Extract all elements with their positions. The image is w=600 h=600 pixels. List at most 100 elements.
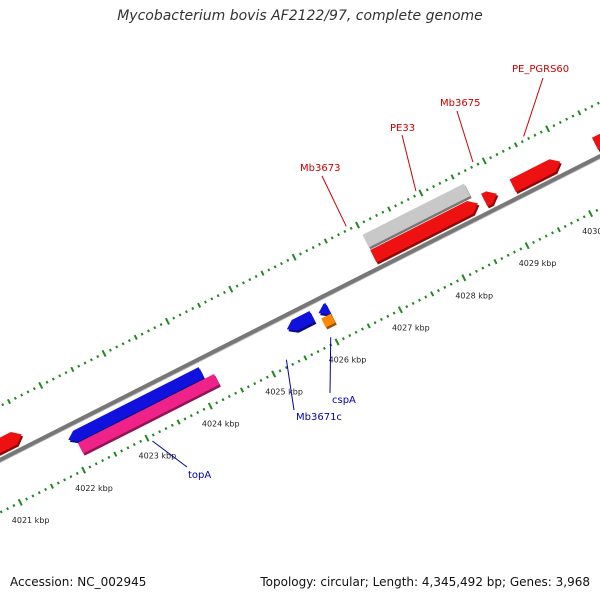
gene-label-leader bbox=[523, 77, 544, 137]
inner-tick-mark bbox=[493, 259, 498, 265]
outer-tick-mark bbox=[64, 371, 68, 375]
inner-tick-mark bbox=[94, 462, 98, 466]
scale-tick-label: 4023 kbp bbox=[139, 452, 177, 461]
outer-tick-mark bbox=[343, 229, 347, 234]
gene-feature bbox=[370, 200, 478, 263]
gene-feature bbox=[321, 313, 336, 328]
outer-tick-mark bbox=[577, 110, 582, 116]
gene-label: Mb3671c bbox=[296, 412, 342, 423]
outer-tick-mark bbox=[444, 178, 448, 182]
gene-feature bbox=[0, 431, 22, 454]
outer-tick-mark bbox=[89, 358, 93, 362]
outer-tick-mark bbox=[418, 189, 424, 197]
gene-label: Mb3673 bbox=[300, 163, 340, 174]
inner-tick-mark bbox=[196, 410, 200, 415]
gene-label-leader bbox=[329, 337, 332, 394]
inner-tick-mark bbox=[132, 442, 136, 447]
outer-tick-mark bbox=[248, 278, 252, 282]
outer-tick-mark bbox=[527, 136, 531, 141]
outer-tick-mark bbox=[140, 332, 144, 336]
scale-tick-label: 4029 kbp bbox=[519, 259, 557, 268]
outer-tick-mark bbox=[191, 306, 195, 311]
outer-tick-mark bbox=[400, 201, 404, 205]
scale-tick-label: 4024 kbp bbox=[202, 420, 240, 429]
outer-tick-mark bbox=[210, 297, 214, 301]
inner-tick-mark bbox=[6, 507, 10, 511]
outer-tick-mark bbox=[121, 342, 125, 346]
outer-tick-mark bbox=[223, 290, 226, 295]
gene-label: PE_PGRS60 bbox=[512, 64, 569, 75]
outer-tick-mark bbox=[457, 172, 461, 176]
scale-tick-label: 4030 kbp bbox=[582, 227, 600, 236]
inner-tick-mark bbox=[221, 398, 225, 402]
outer-tick-mark bbox=[172, 316, 176, 320]
outer-tick-mark bbox=[425, 188, 429, 192]
inner-tick-mark bbox=[582, 215, 586, 219]
inner-tick-mark bbox=[189, 414, 193, 418]
inner-tick-mark bbox=[341, 337, 345, 341]
inner-tick-mark bbox=[556, 226, 561, 233]
outer-tick-mark bbox=[381, 210, 385, 214]
genome-backbone bbox=[0, 153, 600, 463]
gene-feature bbox=[362, 183, 471, 248]
inner-tick-mark bbox=[322, 346, 326, 350]
outer-tick-mark bbox=[242, 281, 245, 285]
outer-tick-mark bbox=[108, 348, 112, 352]
outer-tick-mark bbox=[508, 146, 512, 150]
inner-tick-mark bbox=[139, 439, 143, 443]
inner-tick-mark bbox=[334, 338, 340, 346]
scale-tick-label: 4022 kbp bbox=[75, 484, 113, 493]
inner-tick-mark bbox=[49, 483, 54, 489]
gene-feature bbox=[77, 373, 220, 454]
inner-tick-mark bbox=[373, 321, 377, 325]
inner-tick-mark bbox=[417, 298, 421, 302]
inner-tick-mark bbox=[588, 210, 594, 218]
inner-tick-mark bbox=[107, 455, 111, 459]
outer-tick-mark bbox=[235, 284, 239, 288]
inner-tick-mark bbox=[63, 478, 67, 482]
inner-tick-mark bbox=[487, 263, 491, 267]
outer-tick-mark bbox=[533, 133, 537, 137]
gene-feature bbox=[286, 311, 315, 331]
scale-tick-label: 4026 kbp bbox=[329, 355, 367, 364]
outer-tick-mark bbox=[267, 268, 271, 272]
outer-tick-mark bbox=[481, 157, 487, 165]
outer-tick-mark bbox=[101, 349, 107, 357]
inner-tick-mark bbox=[176, 419, 181, 425]
outer-tick-mark bbox=[355, 221, 361, 229]
inner-tick-mark bbox=[449, 282, 453, 286]
outer-tick-mark bbox=[489, 156, 493, 160]
outer-tick-mark bbox=[337, 233, 340, 237]
outer-tick-mark bbox=[159, 322, 163, 327]
outer-tick-mark bbox=[197, 302, 202, 308]
inner-tick-mark bbox=[271, 370, 277, 378]
inner-tick-mark bbox=[265, 375, 269, 379]
outer-tick-mark bbox=[184, 310, 188, 314]
outer-tick-mark bbox=[305, 249, 309, 253]
outer-tick-mark bbox=[330, 236, 334, 240]
inner-tick-mark bbox=[436, 289, 440, 293]
gene-label-leader bbox=[401, 134, 417, 192]
outer-tick-mark bbox=[470, 165, 474, 169]
outer-tick-mark bbox=[83, 361, 87, 365]
outer-tick-mark bbox=[273, 265, 277, 269]
outer-tick-mark bbox=[1, 403, 5, 407]
inner-tick-mark bbox=[424, 295, 428, 299]
outer-tick-mark bbox=[520, 140, 524, 144]
outer-tick-mark bbox=[127, 338, 131, 343]
inner-tick-mark bbox=[37, 491, 41, 495]
inner-tick-mark bbox=[259, 378, 263, 382]
outer-tick-mark bbox=[565, 117, 569, 121]
inner-tick-mark bbox=[563, 224, 567, 228]
inner-tick-mark bbox=[164, 426, 168, 431]
inner-tick-mark bbox=[278, 369, 282, 373]
outer-tick-mark bbox=[58, 374, 62, 378]
gene-feature bbox=[509, 159, 561, 192]
gene-feature bbox=[481, 191, 497, 207]
scale-tick-label: 4028 kbp bbox=[455, 291, 493, 300]
inner-tick-mark bbox=[392, 311, 396, 315]
inner-tick-mark bbox=[366, 323, 371, 329]
outer-tick-mark bbox=[450, 174, 455, 180]
outer-tick-mark bbox=[70, 366, 75, 373]
